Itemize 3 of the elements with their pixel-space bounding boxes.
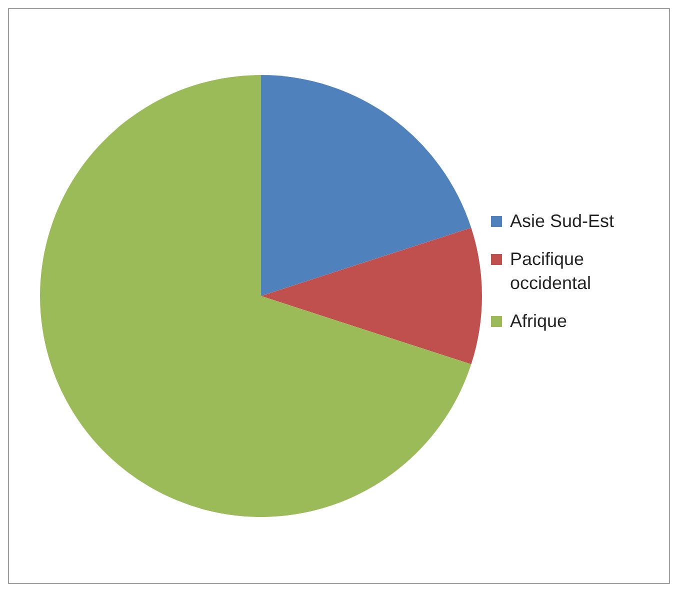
legend-label: Afrique <box>510 310 568 333</box>
legend-label: Pacifique occidental <box>510 248 592 295</box>
legend-label: Asie Sud-Est <box>510 210 616 233</box>
